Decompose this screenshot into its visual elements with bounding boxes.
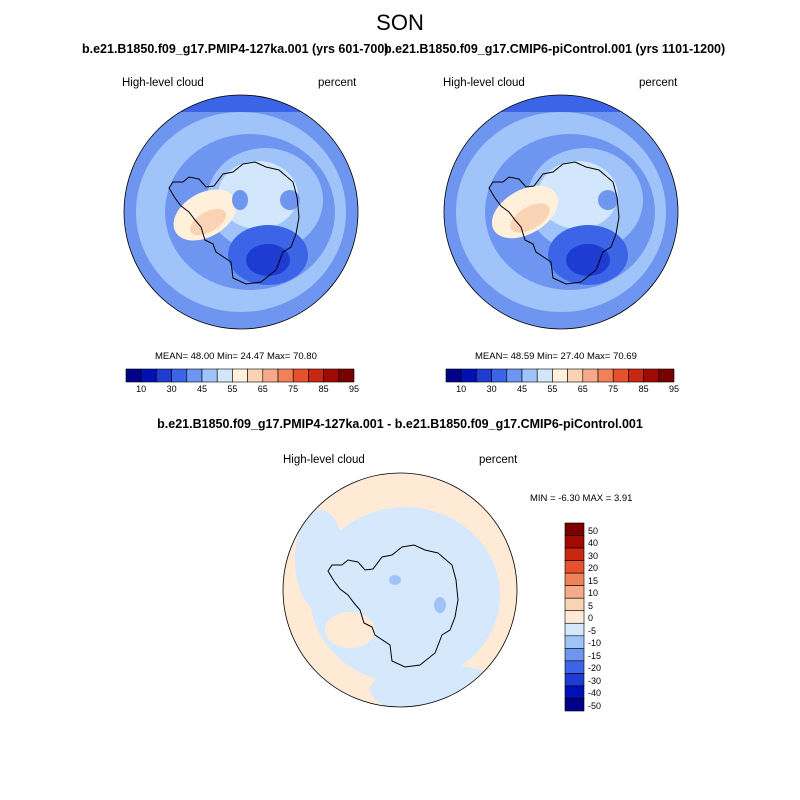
panel-1-stats: MEAN= 48.00 Min= 24.47 Max= 70.80 — [155, 351, 317, 362]
colorbar-tick-label: 85 — [318, 384, 329, 394]
colorbar-swatch — [201, 368, 218, 383]
colorbar-tick-label: 75 — [608, 384, 619, 394]
colorbar-tick-label: 10 — [588, 588, 599, 599]
colorbar-tick-label: 40 — [588, 538, 599, 549]
colorbar-swatch — [521, 368, 538, 383]
colorbar-swatch — [564, 685, 585, 699]
colorbar-tick-label: 30 — [166, 384, 177, 394]
colorbar-tick-label: -20 — [588, 663, 602, 674]
colorbar-tick-label: 30 — [486, 384, 497, 394]
colorbar-tick-label: 65 — [257, 384, 268, 394]
colorbar-swatch — [643, 368, 660, 383]
colorbar-swatch — [582, 368, 599, 383]
colorbar-tick-label: -10 — [588, 638, 602, 649]
colorbar-swatch — [171, 368, 188, 383]
colorbar-swatch — [564, 698, 585, 712]
colorbar-swatch — [323, 368, 340, 383]
colorbar-swatch — [552, 368, 568, 383]
colorbar-swatch — [564, 622, 585, 637]
colorbar-swatch — [564, 522, 585, 536]
map-panel-2 — [444, 95, 678, 329]
colorbar-swatch — [140, 368, 157, 383]
colorbar-swatch — [564, 648, 585, 662]
colorbar-tick-label: 5 — [588, 600, 594, 611]
colorbar-tick-label: 45 — [516, 384, 527, 394]
colorbar-tick-label: 30 — [588, 550, 599, 561]
colorbar-swatch — [445, 368, 462, 383]
colorbar-swatch — [125, 368, 142, 383]
panel-2-units: percent — [639, 77, 678, 89]
colorbar-tick-label: 45 — [196, 384, 207, 394]
colorbar-swatch — [277, 368, 294, 383]
colorbar-diff — [564, 522, 585, 712]
colorbar-tick-label: 55 — [227, 384, 238, 394]
colorbar-swatch — [536, 368, 553, 383]
colorbar-swatch — [491, 368, 508, 383]
diff-panel-units: percent — [479, 454, 518, 466]
colorbar-swatch — [338, 368, 355, 383]
colorbar-tick-label: 95 — [348, 384, 359, 394]
colorbar-tick-label: -15 — [588, 650, 602, 661]
colorbar-swatch — [564, 560, 585, 574]
panel-2-stats: MEAN= 48.59 Min= 27.40 Max= 70.69 — [475, 351, 637, 362]
colorbar-swatch — [658, 368, 675, 383]
colorbar-swatch — [564, 660, 585, 674]
colorbar-swatch — [564, 535, 585, 549]
colorbar-tick-label: 85 — [638, 384, 649, 394]
colorbar-tick-label: 75 — [288, 384, 299, 394]
colorbar-swatch — [476, 368, 492, 383]
colorbar-swatch — [564, 635, 585, 649]
colorbar-tick-label: 10 — [136, 384, 147, 394]
colorbar-swatch — [506, 368, 523, 383]
colorbar-swatch — [564, 547, 585, 561]
colorbar-swatch — [262, 368, 279, 383]
panel-2-variable: High-level cloud — [443, 77, 525, 89]
colorbar-swatch — [564, 572, 585, 586]
panel-1-units: percent — [318, 77, 357, 89]
colorbar-tick-label: 95 — [668, 384, 679, 394]
colorbar-panel-2 — [445, 368, 675, 383]
colorbar-tick-label: 65 — [577, 384, 588, 394]
colorbar-panel-1 — [125, 368, 355, 383]
diff-panel-title: b.e21.B1850.f09_g17.PMIP4-127ka.001 - b.… — [157, 417, 643, 431]
colorbar-swatch — [564, 585, 585, 599]
panel-2-title: b.e21.B1850.f09_g17.CMIP6-piControl.001 … — [384, 42, 726, 56]
map-panel-diff — [283, 473, 517, 707]
colorbar-tick-label: -5 — [588, 625, 597, 636]
diff-panel-variable: High-level cloud — [283, 454, 365, 466]
colorbar-tick-label: -50 — [588, 701, 602, 711]
colorbar-swatch — [247, 368, 264, 383]
colorbar-tick-label: -30 — [588, 675, 602, 686]
colorbar-swatch — [564, 610, 585, 624]
colorbar-swatch — [567, 368, 584, 383]
colorbar-swatch — [612, 368, 629, 383]
colorbar-tick-label: 15 — [588, 575, 599, 586]
colorbar-swatch — [232, 368, 248, 383]
colorbar-swatch — [216, 368, 233, 383]
colorbar-swatch — [156, 368, 172, 383]
colorbar-tick-label: 10 — [456, 384, 467, 394]
main-title: SON — [376, 10, 424, 35]
colorbar-swatch — [628, 368, 644, 383]
colorbar-swatch — [186, 368, 203, 383]
colorbar-tick-label: 0 — [588, 613, 594, 624]
colorbar-swatch — [564, 673, 585, 687]
colorbar-swatch — [460, 368, 477, 383]
colorbar-tick-label: 20 — [588, 563, 599, 574]
colorbar-swatch — [292, 368, 309, 383]
panel-1-variable: High-level cloud — [122, 77, 204, 89]
colorbar-swatch — [564, 597, 585, 612]
colorbar-tick-label: 55 — [547, 384, 558, 394]
colorbar-swatch — [308, 368, 324, 383]
map-panel-1 — [124, 95, 358, 329]
diff-panel-stats: MIN = -6.30 MAX = 3.91 — [530, 493, 633, 504]
colorbar-tick-label: 50 — [588, 525, 599, 536]
panel-1-title: b.e21.B1850.f09_g17.PMIP4-127ka.001 (yrs… — [82, 42, 389, 56]
colorbar-tick-label: -40 — [588, 688, 602, 699]
colorbar-swatch — [597, 368, 614, 383]
